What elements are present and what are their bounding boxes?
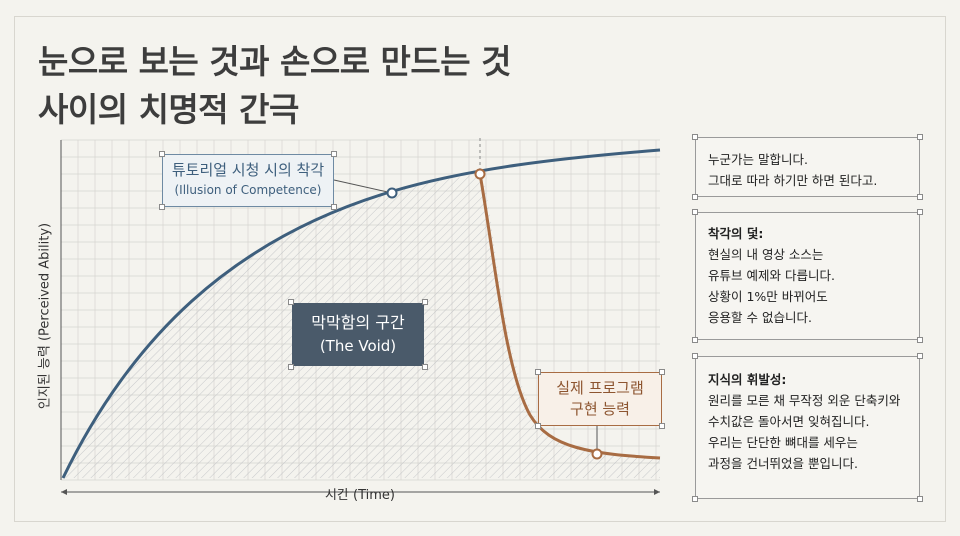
resize-handle[interactable] (917, 496, 923, 502)
x-axis-arrow-right (654, 489, 660, 495)
note-line: 원리를 모른 채 무작정 외운 단축키와 (708, 393, 901, 408)
resize-handle[interactable] (917, 134, 923, 140)
note-box-illusion-trap[interactable]: 착각의 덫: 현실의 내 영상 소스는 유튜브 예제와 다릅니다. 상황이 1%… (692, 209, 923, 343)
resize-handle[interactable] (917, 194, 923, 200)
note-line: 유튜브 예제와 다릅니다. (708, 268, 835, 283)
x-axis-arrow-left (61, 489, 67, 495)
note-heading: 지식의 휘발성: (708, 372, 787, 387)
resize-handle[interactable] (159, 204, 165, 210)
resize-handle[interactable] (917, 209, 923, 215)
resize-handle[interactable] (159, 151, 165, 157)
resize-handle[interactable] (917, 353, 923, 359)
real-point (591, 448, 603, 460)
note-line: 누군가는 말합니다. (708, 152, 808, 167)
resize-handle[interactable] (917, 337, 923, 343)
resize-handle[interactable] (692, 194, 698, 200)
resize-handle[interactable] (692, 134, 698, 140)
real-callout-line-2: 구현 능력 (570, 400, 630, 418)
resize-handle[interactable] (535, 369, 541, 375)
void-callout-subtitle: (The Void) (319, 337, 397, 355)
resize-handle[interactable] (692, 496, 698, 502)
title-line-2: 사이의 치명적 간극 (38, 90, 299, 129)
note-line: 우리는 단단한 뼈대를 세우는 (708, 435, 858, 450)
resize-handle[interactable] (422, 299, 428, 305)
real-ability-callout[interactable]: 실제 프로그램 구현 능력 (535, 369, 665, 429)
resize-handle[interactable] (659, 423, 665, 429)
note-box-knowledge-volatility[interactable]: 지식의 휘발성: 원리를 모른 채 무작정 외운 단축키와 수치값은 돌아서면 … (692, 353, 923, 502)
void-callout[interactable]: 막막함의 구간 (The Void) (288, 299, 428, 370)
illusion-callout-subtitle: (Illusion of Competence) (174, 183, 322, 197)
title-line-1: 눈으로 보는 것과 손으로 만드는 것 (38, 42, 511, 81)
note-line: 그대로 따라 하기만 하면 된다고. (708, 173, 878, 188)
note-line: 수치값은 돌아서면 잊혀집니다. (708, 414, 870, 429)
real-callout-line-1: 실제 프로그램 (556, 379, 644, 397)
y-axis-label-text: 인지된 능력 (Perceived Ability) (37, 222, 53, 410)
resize-handle[interactable] (659, 369, 665, 375)
note-line: 응용할 수 없습니다. (708, 310, 812, 325)
slide-frame (14, 16, 946, 522)
slide-title: 눈으로 보는 것과 손으로 만드는 것 사이의 치명적 간극 (38, 38, 511, 134)
illusion-callout-title: 튜토리얼 시청 시의 착각 (171, 161, 325, 179)
resize-handle[interactable] (422, 364, 428, 370)
resize-handle[interactable] (331, 204, 337, 210)
resize-handle[interactable] (535, 423, 541, 429)
resize-handle[interactable] (692, 209, 698, 215)
peak-point (474, 168, 486, 180)
x-axis-label: 시간 (Time) (324, 488, 395, 503)
note-line: 과정을 건너뛰었을 뿐입니다. (708, 456, 858, 471)
illusion-point (386, 187, 398, 199)
resize-handle[interactable] (288, 299, 294, 305)
perceived-ability-curve (61, 148, 661, 479)
resize-handle[interactable] (692, 353, 698, 359)
resize-handle[interactable] (331, 151, 337, 157)
void-callout-title: 막막함의 구간 (311, 313, 405, 332)
resize-handle[interactable] (288, 364, 294, 370)
note-heading: 착각의 덫: (708, 226, 764, 241)
note-line: 현실의 내 영상 소스는 (708, 247, 824, 262)
note-line: 상황이 1%만 바뀌어도 (708, 289, 828, 304)
resize-handle[interactable] (692, 337, 698, 343)
note-box-someone-says[interactable]: 누군가는 말합니다. 그대로 따라 하기만 하면 된다고. (692, 134, 923, 200)
illusion-leader-line (333, 179, 393, 194)
illusion-callout[interactable]: 튜토리얼 시청 시의 착각 (Illusion of Competence) (159, 151, 337, 210)
